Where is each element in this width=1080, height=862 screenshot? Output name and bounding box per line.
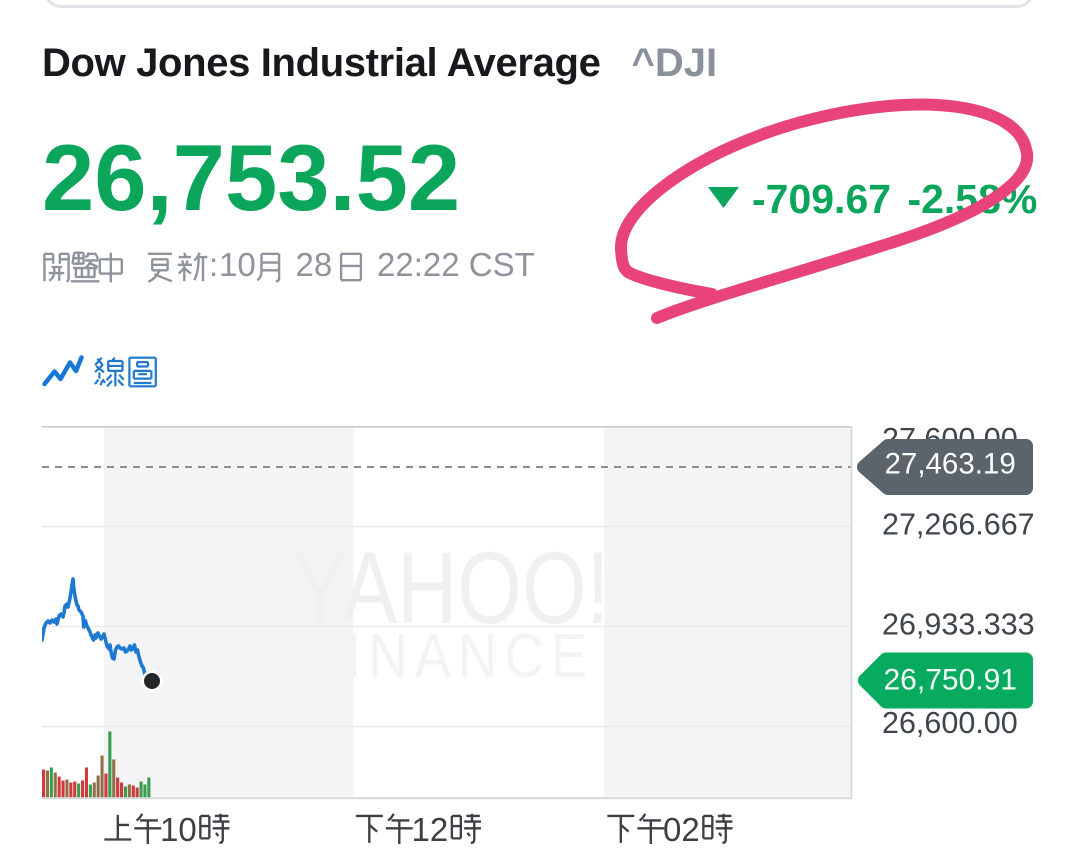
svg-text:FINANCE: FINANCE bbox=[306, 622, 595, 691]
svg-text:27,463.19: 27,463.19 bbox=[885, 448, 1016, 481]
svg-text:26,933.333: 26,933.333 bbox=[882, 607, 1035, 641]
svg-text:10: 10 bbox=[160, 811, 197, 848]
svg-text:10: 10 bbox=[219, 246, 256, 283]
svg-text:26,600.00: 26,600.00 bbox=[882, 706, 1018, 740]
svg-text::: : bbox=[209, 246, 218, 283]
svg-text:12: 12 bbox=[412, 811, 449, 848]
svg-text:26,750.91: 26,750.91 bbox=[884, 664, 1017, 697]
svg-text:22:22 CST: 22:22 CST bbox=[377, 246, 535, 283]
svg-text:28: 28 bbox=[296, 246, 333, 283]
svg-text:02: 02 bbox=[663, 811, 700, 848]
svg-text:27,266.667: 27,266.667 bbox=[882, 508, 1035, 542]
